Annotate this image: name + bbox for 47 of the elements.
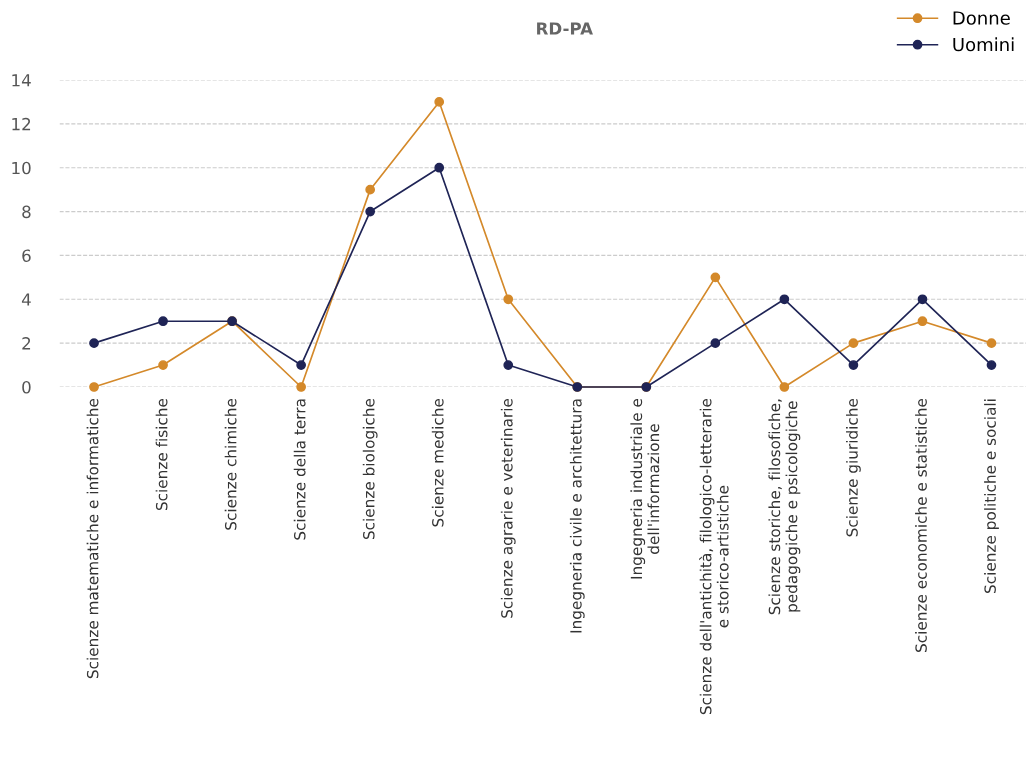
chart-title: RD-PA xyxy=(537,22,593,35)
x-tick-label: Ingegneria civile e architettura xyxy=(569,399,585,633)
y-tick-label: 2 xyxy=(22,337,31,350)
point xyxy=(848,360,859,370)
x-tick-label: Scienze della terra xyxy=(293,399,306,540)
x-tick-label: Ingegneria industriale e dell'informazione xyxy=(630,398,660,579)
x-tick-label: Scienze economiche e statistiche xyxy=(915,398,927,652)
point xyxy=(434,162,445,173)
point xyxy=(986,360,997,370)
x-tick-label: Scienze politiche e sociali xyxy=(984,399,999,593)
point xyxy=(917,316,928,327)
x-tick-label: Scienze agrarie e veterinarie xyxy=(500,398,516,618)
point xyxy=(986,338,997,349)
point xyxy=(848,338,859,349)
y-tick-label: 8 xyxy=(22,205,31,219)
point xyxy=(503,294,514,305)
point xyxy=(89,382,99,392)
x-tick-label: Scienze biologiche xyxy=(362,398,378,540)
legend-label: Uomini xyxy=(953,37,1014,52)
point xyxy=(917,294,928,305)
point xyxy=(158,316,168,327)
point xyxy=(710,338,721,349)
point xyxy=(710,272,721,283)
x-tick-label: Scienze mediche xyxy=(431,398,444,527)
point xyxy=(296,382,306,392)
y-tick-label: 4 xyxy=(21,293,31,306)
point xyxy=(296,360,306,370)
y-tick-label: 0 xyxy=(22,380,31,394)
point xyxy=(365,184,376,195)
point xyxy=(434,97,445,107)
y-tick-label: 14 xyxy=(12,74,31,87)
y-tick-label: 12 xyxy=(12,117,31,131)
x-tick-label: Scienze storiche, filosofiche, pedagogiche e psicologiche xyxy=(768,399,801,615)
x-tick-label: Scienze chimiche xyxy=(224,398,237,530)
point xyxy=(89,338,99,349)
x-tick-label: Scienze giuridiche xyxy=(846,398,861,537)
point xyxy=(779,294,790,305)
y-tick-label: 10 xyxy=(12,161,31,175)
point xyxy=(365,206,376,217)
x-tick-label: Scienze matematiche e informatiche xyxy=(86,398,99,679)
legend-label: Donne xyxy=(953,11,1010,25)
y-tick-label: 6 xyxy=(22,249,31,262)
x-tick-label: Scienze fisiche xyxy=(155,398,168,511)
point xyxy=(779,382,790,392)
point xyxy=(503,360,514,370)
point xyxy=(158,360,168,370)
x-tick-label: Scienze dell'antichità, filologico-letterarie e storico-artistiche xyxy=(699,398,729,715)
